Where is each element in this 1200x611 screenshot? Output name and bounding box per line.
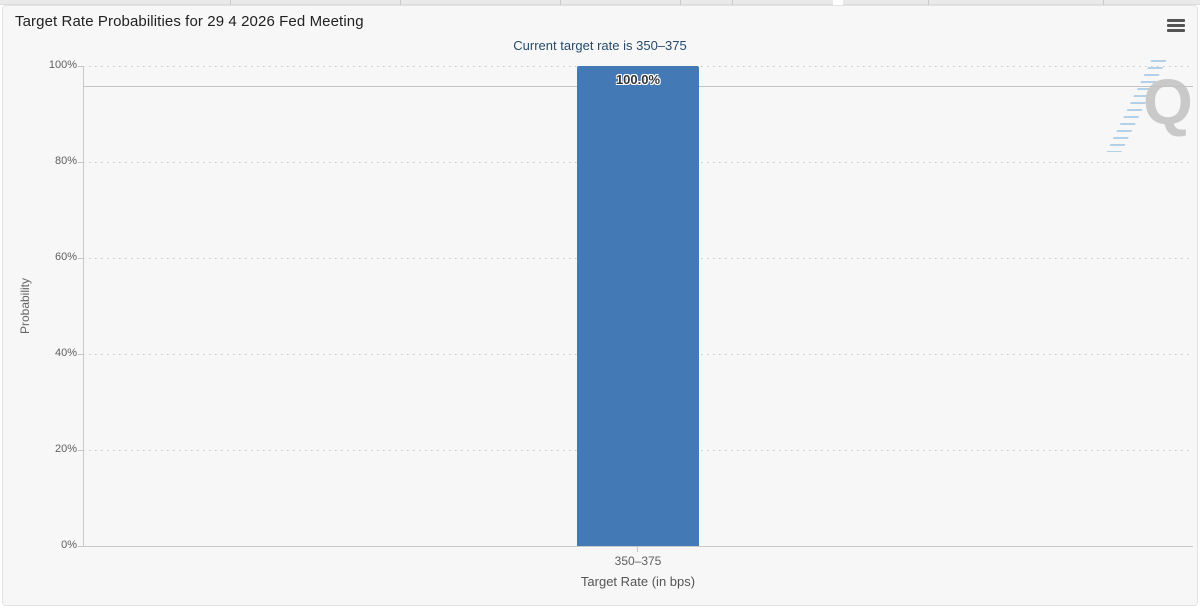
y-axis-label-60: 60% (54, 251, 77, 263)
active-tab-notch (833, 0, 843, 6)
watermark-slash-icon (1106, 60, 1167, 152)
y-axis-label-100: 100% (48, 59, 77, 71)
y-axis-tick (78, 66, 83, 67)
watermark: Q (1106, 56, 1195, 156)
y-axis-tick (78, 546, 83, 547)
y-axis-label-80: 80% (54, 155, 77, 167)
tab-separator (732, 0, 733, 5)
chart-title: Target Rate Probabilities for 29 4 2026 … (15, 13, 364, 30)
x-axis-title: Target Rate (in bps) (580, 574, 696, 589)
y-axis-tick (78, 258, 83, 259)
watermark-q-letter: Q (1143, 66, 1193, 138)
y-axis-tick (78, 162, 83, 163)
y-axis-line (83, 66, 84, 547)
tab-separator (928, 0, 929, 5)
top-tab-strip (0, 0, 1200, 6)
chart-subtitle: Current target rate is 350–375 (513, 38, 687, 53)
tab-separator (680, 0, 681, 5)
fedwatch-chart: Target Rate Probabilities for 29 4 2026 … (2, 5, 1198, 606)
x-axis-line (83, 546, 1193, 547)
tab-separator (400, 0, 401, 5)
tab-separator (230, 0, 231, 5)
bar-350-375[interactable] (577, 66, 699, 546)
bar-value-label: 100.0% (615, 72, 661, 87)
chart-context-menu-button[interactable] (1163, 16, 1189, 38)
y-axis-label-40: 40% (54, 347, 77, 359)
tab-separator (1103, 0, 1104, 5)
y-axis-title: Probability (18, 277, 32, 335)
y-axis-tick (78, 450, 83, 451)
tab-separator (560, 0, 561, 5)
x-axis-tick (637, 547, 638, 552)
x-axis-category-label: 350–375 (614, 554, 662, 568)
y-axis-tick (78, 354, 83, 355)
y-axis-label-0: 0% (61, 539, 77, 551)
y-axis-label-20: 20% (54, 443, 77, 455)
